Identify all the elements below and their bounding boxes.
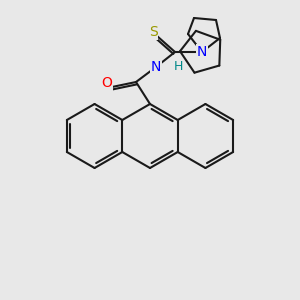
Text: N: N bbox=[151, 60, 161, 74]
Text: S: S bbox=[148, 25, 158, 39]
Text: H: H bbox=[173, 61, 183, 74]
Text: O: O bbox=[102, 76, 112, 90]
Text: N: N bbox=[197, 45, 207, 59]
